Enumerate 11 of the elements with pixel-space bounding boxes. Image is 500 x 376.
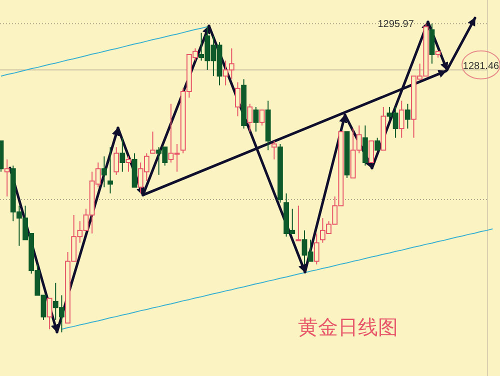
candlestick (126, 156, 132, 172)
candlestick (4, 158, 10, 197)
annotation: 1295.97 (378, 19, 414, 30)
text: 黄金日线图 (298, 315, 398, 339)
candlestick (120, 137, 126, 172)
annotation: 1281.46 (462, 60, 500, 72)
candlestick (114, 146, 120, 176)
candlestick (101, 156, 107, 188)
candlestick (46, 298, 52, 330)
candlestick (314, 233, 320, 265)
candlestick (108, 146, 113, 194)
